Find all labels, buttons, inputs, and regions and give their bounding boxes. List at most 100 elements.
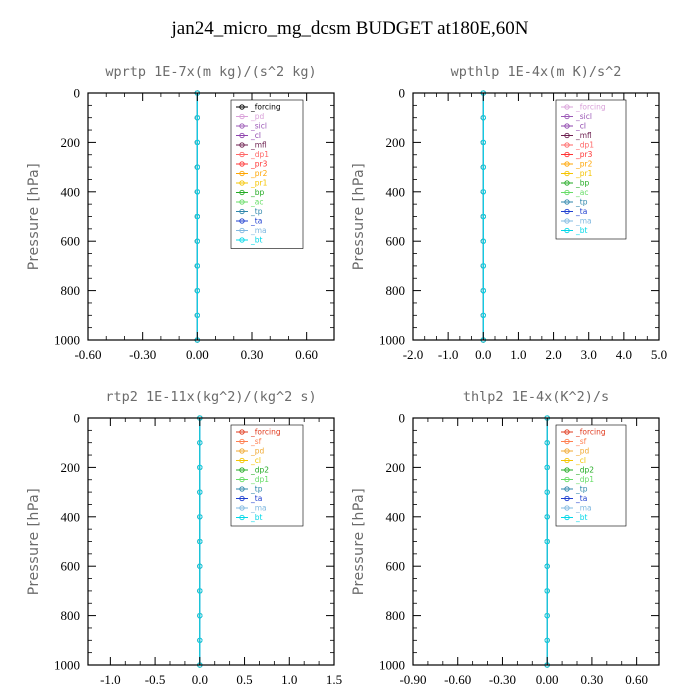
legend-swatch-marker — [564, 429, 570, 435]
legend-entry: _forcing — [236, 103, 281, 112]
y-axis-label: Pressure [hPa] — [26, 488, 42, 595]
y-tick-label: 800 — [61, 283, 81, 298]
series-bt — [194, 90, 200, 343]
legend-label: _pd — [575, 447, 590, 456]
legend-entry: _bt — [236, 513, 263, 522]
x-tick-label: 1.0 — [281, 672, 297, 687]
panel-title: wprtp 1E-7x(m kg)/(s^2 kg) — [105, 64, 316, 80]
y-axis-label: Pressure [hPa] — [351, 163, 367, 270]
legend-swatch-marker — [564, 199, 570, 205]
legend-swatch-marker — [564, 448, 570, 454]
legend-swatch-marker — [239, 486, 245, 492]
legend-entry: _ma — [561, 217, 592, 226]
legend-label: _ma — [575, 217, 592, 226]
y-tick-label: 0 — [74, 86, 81, 101]
data-point — [480, 263, 486, 269]
legend-entry: _ac — [236, 198, 263, 207]
legend-label: _tp — [250, 485, 263, 494]
data-point — [480, 189, 486, 195]
legend-swatch-marker — [564, 227, 570, 234]
y-tick-label: 600 — [61, 234, 81, 249]
x-tick-label: 0.5 — [236, 672, 252, 687]
y-axis-label: Pressure [hPa] — [351, 488, 367, 595]
data-point — [197, 514, 203, 520]
y-tick-label: 600 — [386, 559, 406, 574]
legend-entry: _dp1 — [236, 475, 269, 484]
data-point — [194, 213, 200, 220]
data-point — [197, 464, 203, 470]
x-tick-label: -0.60 — [444, 672, 471, 687]
legend: _forcing_pd_sicl_cl_mfl_dp1_pr3_pr2_pr1_… — [230, 99, 304, 249]
y-tick-label: 400 — [61, 509, 81, 524]
legend-swatch-marker — [239, 189, 245, 196]
legend-label: _tp — [250, 207, 263, 216]
data-point — [194, 238, 200, 244]
legend-label: _dp2 — [575, 466, 594, 475]
legend-entry: _ta — [236, 494, 262, 503]
legend-entry: _pr2 — [236, 169, 268, 178]
legend-swatch-marker — [564, 514, 570, 521]
legend-label: _bt — [250, 513, 263, 522]
legend-swatch-marker — [239, 161, 245, 167]
legend-swatch-marker — [239, 467, 245, 473]
data-point — [194, 287, 200, 294]
legend: _forcing_sf_pd_cl_dp2_dp1_tp_ta_ma_bt — [230, 424, 304, 527]
data-point — [194, 312, 200, 318]
legend-label: _dp1 — [250, 475, 269, 484]
data-point — [194, 164, 200, 170]
y-tick-label: 1000 — [379, 658, 405, 673]
legend-entry: _ma — [561, 504, 592, 513]
data-point — [197, 563, 203, 569]
legend-swatch-marker — [239, 495, 245, 502]
legend-swatch-marker — [564, 180, 570, 186]
legend-swatch-marker — [564, 438, 570, 445]
legend-entry: _dp1 — [561, 141, 594, 150]
legend-swatch-marker — [239, 132, 245, 139]
y-tick-label: 0 — [399, 411, 406, 426]
legend-label: _dp1 — [250, 150, 269, 159]
legend-label: _mfl — [250, 141, 267, 150]
y-tick-label: 800 — [61, 608, 81, 623]
legend-swatch-marker — [239, 123, 245, 129]
legend-swatch-marker — [239, 170, 245, 177]
y-tick-label: 1000 — [54, 658, 80, 673]
x-tick-label: 0.30 — [581, 672, 604, 687]
legend-swatch-marker — [239, 208, 245, 215]
x-tick-label: -2.0 — [403, 347, 424, 362]
data-point — [544, 563, 550, 569]
panel-title: thlp2 1E-4x(K^2)/s — [463, 389, 609, 405]
legend-swatch-marker — [239, 457, 245, 464]
x-tick-label: 1.5 — [326, 672, 342, 687]
legend-swatch-marker — [564, 170, 570, 177]
data-point — [194, 263, 200, 269]
y-tick-label: 600 — [386, 234, 406, 249]
legend-entry: _ac — [561, 188, 588, 197]
legend-entry: _sf — [236, 437, 262, 446]
legend-label: _sf — [575, 437, 587, 446]
legend-label: _cl — [250, 131, 261, 140]
panel-1: wprtp 1E-7x(m kg)/(s^2 kg) Pressure [hPa]… — [26, 64, 335, 362]
data-point — [197, 637, 203, 643]
data-point — [544, 514, 550, 520]
data-point — [544, 440, 550, 446]
figure-title: jan24_micro_mg_dcsm BUDGET at180E,60N — [171, 18, 529, 39]
legend-label: _cl — [250, 456, 261, 465]
y-tick-label: 200 — [61, 135, 81, 150]
legend-entry: _tp — [236, 207, 263, 216]
legend-entry: _ma — [236, 226, 267, 235]
legend-entry: _bp — [561, 179, 590, 188]
y-tick-label: 1000 — [379, 333, 405, 348]
legend-label: _pr1 — [575, 169, 593, 178]
legend-swatch-marker — [239, 104, 245, 110]
legend-swatch-marker — [564, 218, 570, 224]
legend-label: _ta — [250, 494, 262, 503]
legend-swatch-marker — [239, 476, 245, 483]
legend-entry: _dp1 — [561, 475, 594, 484]
legend-label: _pr1 — [250, 179, 268, 188]
legend-entry: _pd — [236, 112, 265, 121]
legend-entry: _forcing — [561, 103, 606, 112]
x-tick-label: -1.0 — [100, 672, 121, 687]
legend-swatch-marker — [564, 505, 570, 511]
legend-label: _ma — [250, 504, 267, 513]
